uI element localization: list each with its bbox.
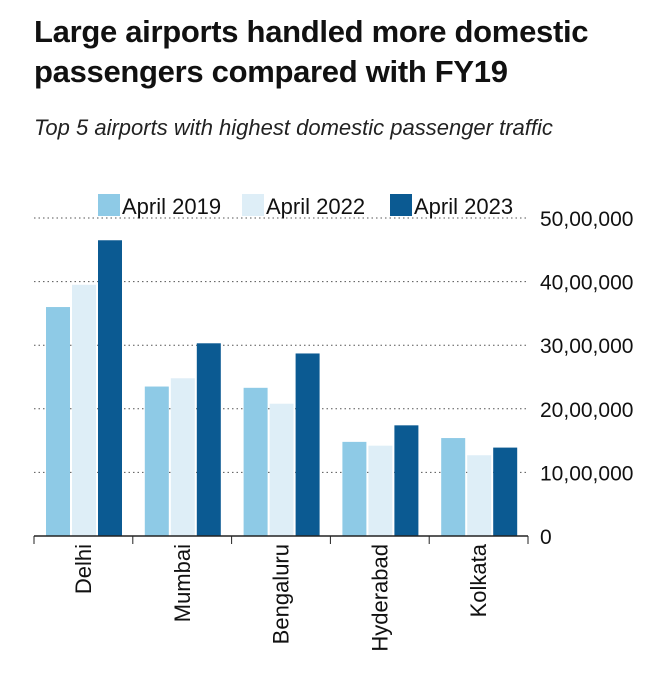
chart-title: Large airports handled more domestic pas… xyxy=(34,14,589,89)
bar-kolkata-april-2022 xyxy=(467,455,492,536)
bars xyxy=(46,240,518,536)
bar-kolkata-april-2019 xyxy=(441,438,466,536)
bar-kolkata-april-2023 xyxy=(493,447,518,536)
x-category-label: Bengaluru xyxy=(269,544,294,644)
y-tick-label: 20,00,000 xyxy=(540,399,633,422)
legend-label: April 2022 xyxy=(266,194,365,219)
y-tick-label: 30,00,000 xyxy=(540,335,633,358)
legend-swatch xyxy=(98,194,120,216)
bar-bengaluru-april-2022 xyxy=(269,403,294,536)
bar-delhi-april-2022 xyxy=(72,284,96,536)
x-category-label: Delhi xyxy=(71,544,96,594)
axes: 0 10,00,000 20,00,000 30,00,000 40,00,000 50,… xyxy=(33,208,633,652)
bar-hyderabad-april-2023 xyxy=(394,425,419,536)
x-category-label: Mumbai xyxy=(170,544,195,622)
legend-label: April 2023 xyxy=(414,194,513,219)
bar-hyderabad-april-2022 xyxy=(368,445,393,536)
x-category-label: Kolkata xyxy=(466,543,491,617)
legend: April 2019 April 2022 April 2023 xyxy=(98,194,513,219)
bar-delhi-april-2019 xyxy=(46,307,70,536)
y-tick-label: 40,00,000 xyxy=(540,272,633,295)
legend-swatch xyxy=(390,194,412,216)
legend-swatch xyxy=(242,194,264,216)
chart-subtitle: Top 5 airports with highest domestic pas… xyxy=(34,115,553,140)
bar-bengaluru-april-2019 xyxy=(243,387,268,536)
bar-delhi-april-2023 xyxy=(98,240,122,536)
bar-mumbai-april-2023 xyxy=(196,343,221,536)
bar-hyderabad-april-2019 xyxy=(342,441,367,536)
bar-mumbai-april-2022 xyxy=(170,378,195,536)
legend-label: April 2019 xyxy=(122,194,221,219)
y-tick-label: 10,00,000 xyxy=(540,462,633,485)
y-tick-label: 0 xyxy=(540,526,552,549)
bar-mumbai-april-2019 xyxy=(144,386,169,536)
x-category-label: Hyderabad xyxy=(367,544,392,652)
bar-bengaluru-april-2023 xyxy=(295,353,320,536)
y-tick-label: 50,00,000 xyxy=(540,208,633,231)
